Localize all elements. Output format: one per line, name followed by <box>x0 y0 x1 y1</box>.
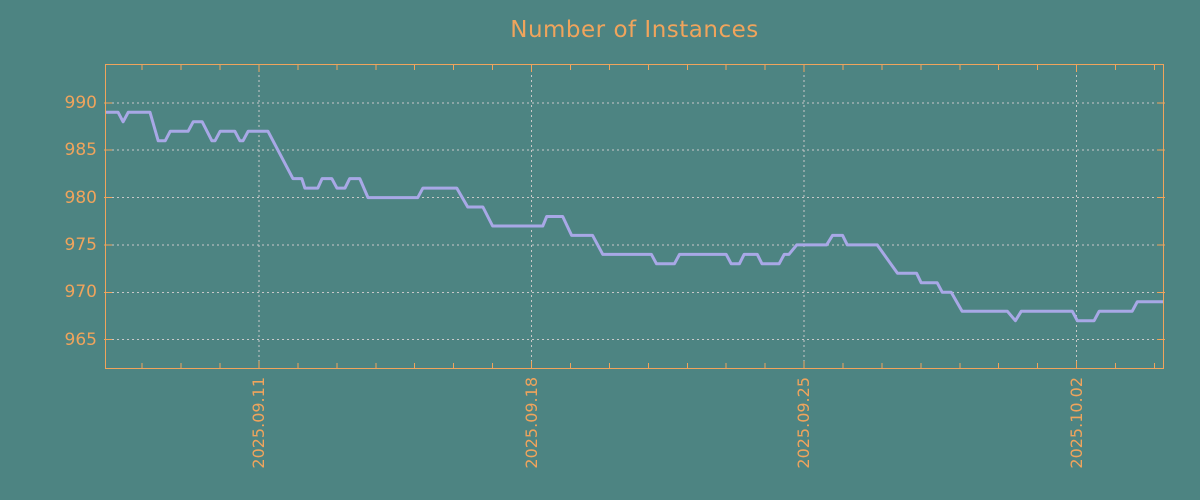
x-tick-label: 2025.09.18 <box>521 377 541 469</box>
x-tick-label: 2025.09.11 <box>249 377 268 469</box>
x-tick-label: 2025.09.25 <box>794 377 814 469</box>
plot-area <box>104 64 1165 369</box>
y-tick-label: 965 <box>64 329 97 350</box>
y-tick-label: 980 <box>64 187 97 208</box>
y-tick-label: 975 <box>64 234 97 255</box>
chart-title: Number of Instances <box>510 17 759 43</box>
y-tick-label: 970 <box>64 282 97 303</box>
data-line <box>106 110 1163 323</box>
x-tick-label: 2025.10.02 <box>1066 377 1086 469</box>
y-tick-label: 985 <box>64 140 97 161</box>
y-tick-label: 990 <box>64 92 97 113</box>
plot-svg <box>104 65 1165 368</box>
